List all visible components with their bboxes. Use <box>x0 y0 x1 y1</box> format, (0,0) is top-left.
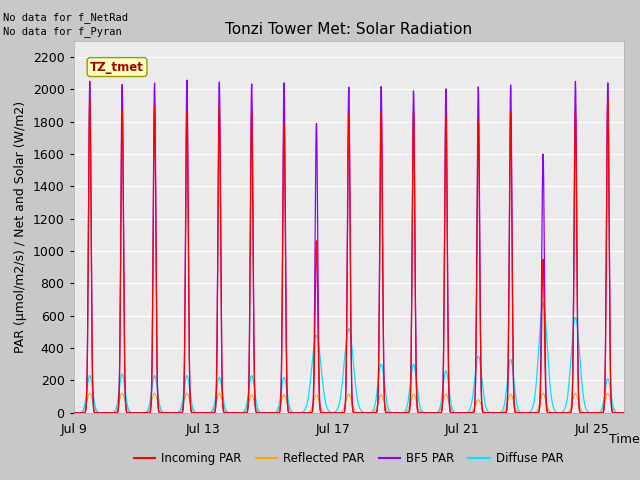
Text: No data for f_Pyran: No data for f_Pyran <box>3 26 122 37</box>
Text: TZ_tmet: TZ_tmet <box>90 60 144 73</box>
Text: No data for f_NetRad: No data for f_NetRad <box>3 12 128 23</box>
Title: Tonzi Tower Met: Solar Radiation: Tonzi Tower Met: Solar Radiation <box>225 22 472 37</box>
Legend: Incoming PAR, Reflected PAR, BF5 PAR, Diffuse PAR: Incoming PAR, Reflected PAR, BF5 PAR, Di… <box>129 448 568 470</box>
X-axis label: Time: Time <box>609 433 639 446</box>
Y-axis label: PAR (μmol/m2/s) / Net and Solar (W/m2): PAR (μmol/m2/s) / Net and Solar (W/m2) <box>14 101 27 353</box>
